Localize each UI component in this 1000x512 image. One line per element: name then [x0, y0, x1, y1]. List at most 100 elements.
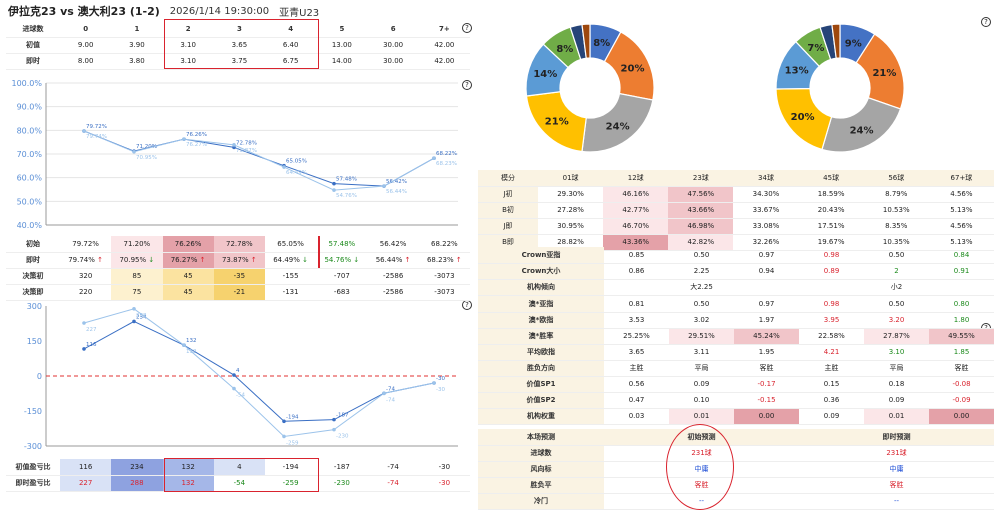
help-icon[interactable]: ? — [462, 300, 472, 310]
y-tick-label: 90.0% — [17, 103, 43, 112]
dist-cell: 46.98% — [668, 218, 734, 235]
data-label: 73.87% — [236, 148, 257, 154]
macao-cell: 45.24% — [734, 328, 799, 345]
prediction-header-row: 本场预测 初始预测 即时预测 — [478, 429, 994, 446]
table-row: B即 28.82% 43.36% 42.82% 32.26% 19.67% 10… — [478, 234, 994, 251]
decision-cell: -21 — [213, 284, 265, 301]
decision-cell: -3073 — [418, 268, 470, 285]
decision-cell: 85 — [111, 268, 163, 285]
odds-cell: 3.80 — [111, 53, 163, 70]
macao-cell: 客胜 — [929, 360, 994, 377]
macao-cell: 0.47 — [604, 392, 669, 409]
dist-cell: 8.79% — [863, 186, 929, 203]
macao-cell: 0.97 — [734, 296, 799, 313]
dist-cell: 33.08% — [733, 218, 799, 235]
data-label: 56.42% — [386, 179, 407, 185]
dist-cell: 46.70% — [603, 218, 669, 235]
crown-cell: 0.85 — [604, 247, 669, 264]
macao-cell: 1.95 — [734, 344, 799, 361]
odds-cell: 42.00 — [418, 37, 470, 54]
macao-cell: 0.98 — [799, 296, 864, 313]
data-point — [432, 381, 436, 385]
odds-cell: 3.75 — [213, 53, 265, 70]
table-row: 澳*欧指 3.53 3.02 1.97 3.95 3.20 1.80 — [478, 312, 994, 329]
data-point — [232, 373, 236, 377]
match-datetime: 2026/1/14 19:30:00 — [169, 5, 270, 17]
dist-cell: 34.30% — [733, 186, 799, 203]
decision-cell: 45 — [162, 268, 214, 285]
row-label: 平均欧指 — [478, 344, 604, 361]
y-tick-label: 150 — [27, 337, 42, 346]
goal-dist-col-header: 56球 — [863, 170, 929, 187]
macao-cell: 27.87% — [864, 328, 929, 345]
rate-cell: 56.44% ↑ — [367, 252, 419, 269]
row-label: 胜负平 — [478, 477, 604, 494]
macao-cell: 25.25% — [604, 328, 669, 345]
pl-cell: 288 — [111, 475, 163, 492]
rate-cell: 64.49% ↓ — [265, 252, 317, 269]
pl-cell: 234 — [111, 459, 163, 476]
rate-cell: 79.74% ↑ — [60, 252, 112, 269]
crown-cell: 0.50 — [864, 247, 929, 264]
table-row: Crown大小 0.86 2.25 0.94 0.89 2 0.91 — [478, 263, 994, 280]
row-label: 澳*胜率 — [478, 328, 604, 345]
table-row: 进球数 231球 231球 — [478, 445, 994, 462]
pl-cell: -74 — [367, 475, 419, 492]
rate-cell: 76.27% ↑ — [162, 252, 214, 269]
crown-cell: 0.86 — [604, 263, 669, 280]
macao-cell: -0.09 — [929, 392, 994, 409]
tendency-cell: 大2.25 — [604, 279, 799, 296]
crown-cell: 0.91 — [929, 263, 994, 280]
data-point — [82, 129, 86, 133]
decision-cell: 220 — [60, 284, 112, 301]
series-line — [83, 308, 435, 437]
rate-cell: 71.20% — [111, 236, 163, 253]
macao-cell: -0.08 — [929, 376, 994, 393]
help-icon[interactable]: ? — [462, 80, 472, 90]
macao-cell: 22.58% — [799, 328, 864, 345]
divider — [318, 236, 320, 268]
data-point — [332, 417, 336, 422]
data-point — [182, 137, 186, 141]
help-icon[interactable]: ? — [981, 17, 991, 27]
crown-cell: 0.94 — [734, 263, 799, 280]
rate-cell: 57.48% — [316, 236, 368, 253]
data-label: 234 — [136, 314, 147, 320]
macao-cell: -0.17 — [734, 376, 799, 393]
pie-slice — [581, 23, 591, 59]
slice-label: 13% — [785, 65, 809, 76]
table-row: 即时盈亏比 227 288 132 -54 -259 -230 -74 -30 — [6, 475, 470, 492]
dist-cell: 33.67% — [733, 202, 799, 219]
decision-cell: -2586 — [367, 284, 419, 301]
prediction-col-header: 本场预测 — [478, 429, 604, 446]
table-row: B初 27.28% 42.77% 43.66% 33.67% 20.43% 10… — [478, 202, 994, 219]
row-label: 澳*欧指 — [478, 312, 604, 329]
macao-cell: 3.02 — [669, 312, 734, 329]
odds-cell: 42.00 — [418, 53, 470, 70]
row-label: B初 — [478, 202, 538, 219]
macao-cell: 49.55% — [929, 328, 994, 345]
arrow-up-icon: ↑ — [455, 256, 462, 264]
data-label: 68.22% — [436, 151, 457, 157]
row-label: 初始 — [6, 236, 60, 253]
prediction-live: -- — [799, 493, 994, 510]
macao-cell: 0.10 — [669, 392, 734, 409]
table-row: J即 30.95% 46.70% 46.98% 33.08% 17.51% 8.… — [478, 218, 994, 235]
series-line — [83, 320, 435, 422]
pl-cell: -230 — [316, 475, 368, 492]
row-label: 初值 — [6, 37, 60, 54]
decision-cell: 45 — [162, 284, 214, 301]
pl-cell: -194 — [265, 459, 317, 476]
row-label: 决策初 — [6, 268, 60, 285]
rate-cell: 65.05% — [265, 236, 317, 253]
goals-col-header: 4 — [265, 21, 317, 38]
data-label: 116 — [86, 342, 97, 348]
odds-cell: 9.00 — [60, 37, 112, 54]
pie-slice — [831, 23, 841, 59]
table-row: 胜负方向 主胜 平局 客胜 主胜 平局 客胜 — [478, 360, 994, 377]
league-name: 亚青U23 — [279, 7, 320, 19]
dist-cell: 47.56% — [668, 186, 734, 203]
macao-cell: 1.97 — [734, 312, 799, 329]
help-icon[interactable]: ? — [462, 23, 472, 33]
data-label: -54 — [236, 393, 245, 399]
